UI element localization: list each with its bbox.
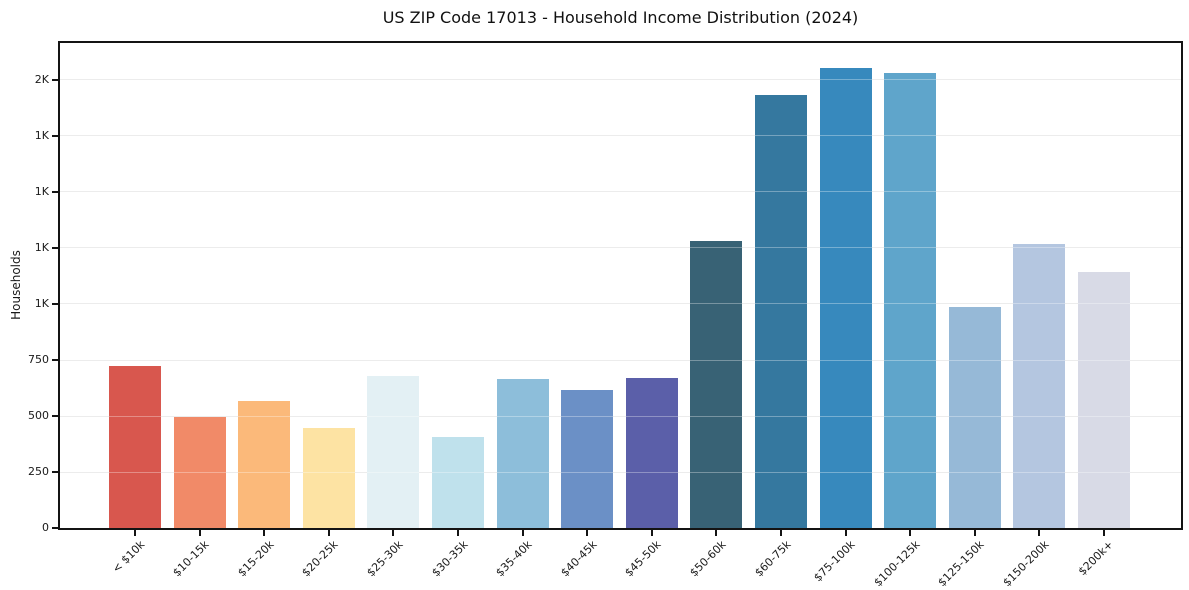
gridline	[60, 359, 1181, 361]
x-tick-mark	[650, 530, 653, 536]
x-tick-label: $200k+	[1076, 538, 1117, 579]
chart-title: US ZIP Code 17013 - Household Income Dis…	[382, 8, 859, 27]
gridline	[60, 415, 1181, 417]
gridline-overlay	[60, 247, 1181, 249]
x-tick-label: $40-45k	[558, 538, 600, 580]
gridline	[60, 135, 1181, 137]
x-tick-mark	[263, 530, 266, 536]
gridline	[60, 303, 1181, 305]
x-tick-mark	[521, 530, 524, 536]
y-tick-mark	[52, 78, 58, 81]
y-tick-mark	[52, 190, 58, 193]
y-tick-label: 750	[28, 352, 49, 366]
x-tick-mark	[780, 530, 782, 536]
x-tick-label: $60-75k	[751, 538, 794, 580]
x-tick-label: $75-100k	[811, 538, 858, 585]
x-tick-label: $150-200k	[1000, 538, 1052, 590]
y-tick-label: 500	[28, 408, 49, 422]
bar-$200k+	[1078, 271, 1130, 528]
x-tick-label: $20-25k	[299, 538, 342, 580]
x-tick-mark	[327, 530, 330, 536]
gridline-overlay	[60, 79, 1181, 81]
bar-$60-75k	[755, 94, 807, 528]
gridline-overlay	[60, 191, 1181, 193]
x-tick-label: $15-20k	[235, 538, 277, 580]
gridline	[60, 247, 1181, 249]
y-tick-mark	[52, 246, 58, 249]
gridline-overlay	[60, 135, 1181, 137]
x-tick-mark	[457, 530, 459, 536]
bar-$125-150k	[948, 307, 1001, 528]
y-tick-label: 1K	[34, 296, 49, 310]
gridline	[60, 79, 1181, 81]
gridline	[60, 191, 1181, 193]
bar-$30-35k	[432, 437, 484, 528]
y-tick-label: 250	[28, 464, 49, 478]
x-tick-label: $10-15k	[170, 538, 212, 580]
x-tick-mark	[134, 530, 136, 536]
bar-$100-125k	[884, 73, 937, 528]
gridline	[60, 471, 1181, 473]
y-tick-label: 1K	[34, 240, 49, 254]
bar-$75-100k	[819, 67, 872, 528]
gridline-overlay	[60, 415, 1181, 417]
bar-$45-50k	[625, 377, 678, 528]
bar-$10-15k	[173, 417, 226, 528]
y-tick-mark	[52, 134, 58, 137]
y-tick-mark	[52, 527, 58, 529]
y-tick-mark	[52, 414, 58, 417]
x-tick-label: $50-60k	[687, 538, 729, 580]
x-tick-mark	[973, 530, 976, 536]
x-tick-label: $100-125k	[871, 538, 923, 590]
y-tick-mark	[52, 358, 58, 361]
bar-$50-60k	[690, 241, 743, 528]
bar-$15-20k	[238, 401, 291, 528]
x-tick-label: $25-30k	[364, 538, 406, 580]
x-tick-label: $125-150k	[935, 538, 988, 590]
y-tick-label: 0	[42, 521, 49, 534]
x-tick-mark	[198, 530, 201, 536]
y-tick-mark	[52, 302, 58, 305]
x-tick-mark	[1038, 530, 1041, 536]
x-tick-mark	[392, 530, 395, 536]
plot-area	[58, 41, 1183, 530]
x-tick-label: $30-35k	[428, 538, 471, 580]
x-tick-mark	[586, 530, 589, 536]
bar-$35-40k	[496, 379, 549, 528]
x-tick-label: $35-40k	[493, 538, 535, 580]
bar-< $10k	[109, 365, 161, 528]
y-tick-label: 1K	[34, 128, 49, 142]
x-tick-label: < $10k	[109, 538, 148, 576]
bar-$20-25k	[302, 428, 355, 528]
y-tick-label: 1K	[34, 184, 49, 198]
bar-$40-45k	[561, 390, 614, 528]
x-tick-label: $45-50k	[622, 538, 665, 580]
x-tick-mark	[1103, 530, 1105, 536]
y-tick-mark	[52, 470, 58, 473]
y-tick-label: 2K	[34, 72, 49, 86]
gridline-overlay	[60, 359, 1181, 361]
x-tick-mark	[909, 530, 912, 536]
x-tick-mark	[844, 530, 847, 536]
x-tick-mark	[715, 530, 718, 536]
gridline-overlay	[60, 471, 1181, 473]
bar-$150-200k	[1013, 243, 1066, 528]
gridline-overlay	[60, 303, 1181, 305]
bar-$25-30k	[367, 375, 420, 528]
